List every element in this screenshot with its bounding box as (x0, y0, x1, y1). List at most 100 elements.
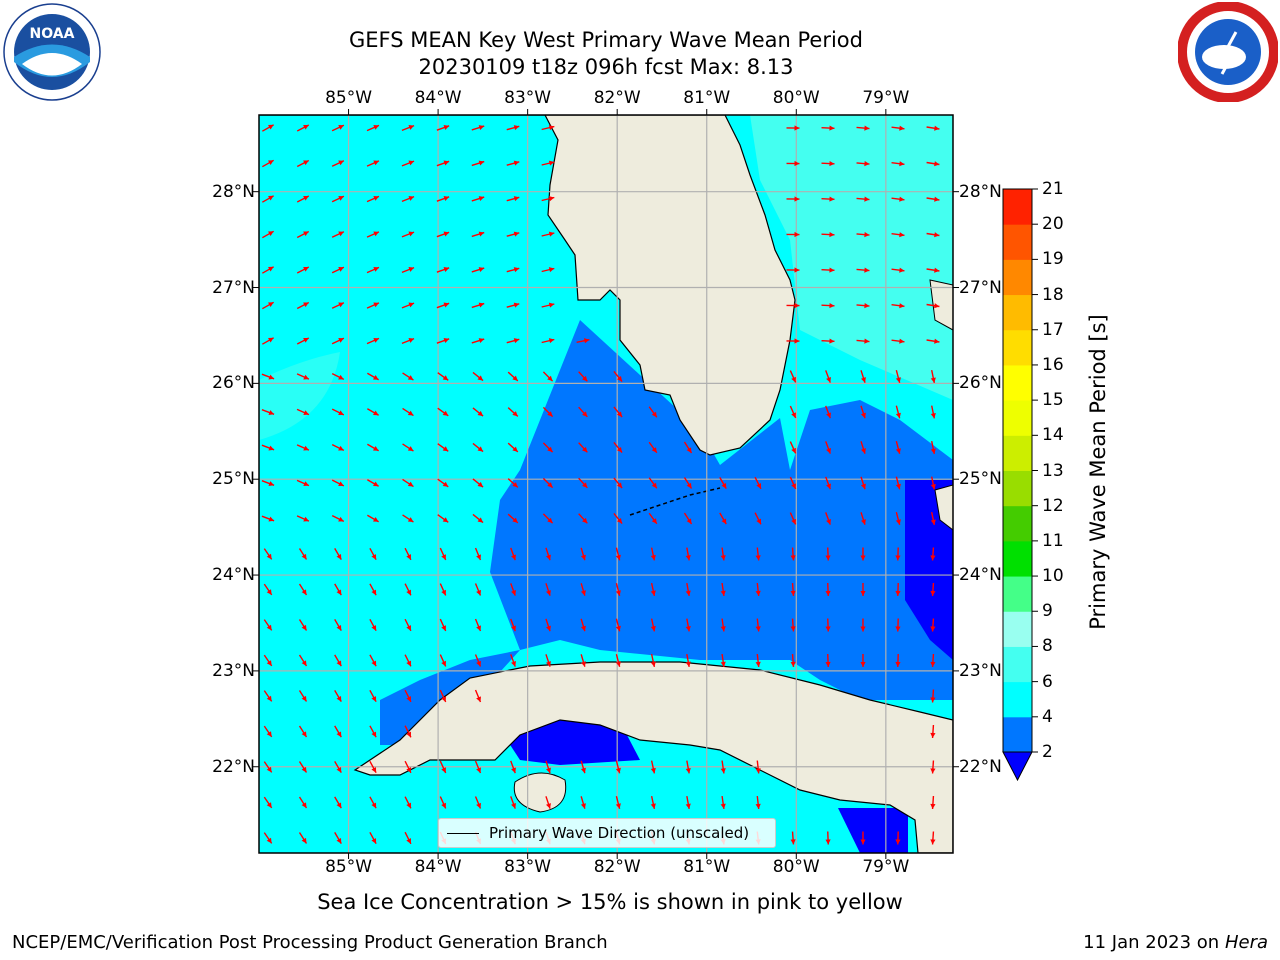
colorbar-tick-label: 21 (1042, 179, 1064, 199)
footer-credit: NCEP/EMC/Verification Post Processing Pr… (12, 932, 608, 953)
wave-arrow (786, 160, 800, 167)
wave-arrow (541, 125, 555, 131)
wave-arrow (789, 512, 797, 525)
wave-arrow (298, 548, 308, 560)
wave-arrow (926, 161, 940, 167)
wave-arrow (578, 406, 588, 418)
graticule (259, 115, 953, 853)
wave-arrow (648, 477, 658, 489)
florida-keys (629, 487, 721, 516)
wave-arrow (755, 653, 761, 668)
wave-arrow (930, 547, 936, 561)
wave-arrow (755, 547, 761, 561)
wave-arrow (471, 302, 485, 309)
wave-arrow (895, 653, 901, 668)
lat-label-left: 27°N (212, 277, 255, 298)
colorbar-segment (1003, 189, 1032, 225)
wave-arrow (545, 618, 551, 632)
wave-arrow (367, 514, 379, 523)
wave-arrow (331, 195, 345, 203)
wave-arrow (613, 406, 623, 418)
wave-arrow (404, 760, 412, 774)
wave-arrow (578, 513, 588, 524)
wave-arrow (825, 370, 831, 383)
wave-arrow (366, 302, 380, 309)
wave-arrow (506, 125, 520, 131)
wave-arrow (404, 689, 412, 703)
wave-arrow (755, 760, 761, 774)
wave-arrow (263, 548, 273, 560)
wave-arrow (506, 196, 520, 202)
wave-arrow (821, 231, 835, 238)
lat-label-right: 23°N (959, 660, 1002, 681)
wave-arrow (821, 125, 835, 131)
wave-arrow (825, 547, 831, 561)
wave-arrow (331, 514, 345, 523)
wave-arrow (472, 407, 484, 417)
wave-arrow (471, 196, 485, 202)
wave-arrow (261, 515, 275, 522)
wave-arrow (369, 831, 377, 845)
colorbar-segment (1003, 716, 1032, 753)
wave-arrow (507, 407, 519, 417)
wave-arrow (439, 796, 447, 809)
wave-arrow (367, 372, 379, 381)
wave-arrow (719, 512, 727, 525)
wave-arrow (263, 619, 273, 631)
wave-arrow (860, 582, 866, 597)
wave-arrow (930, 689, 936, 703)
wave-arrow (821, 160, 835, 167)
wave-arrow (366, 266, 380, 274)
wave-arrow (755, 618, 761, 632)
wave-arrow (545, 547, 551, 561)
wave-arrow (648, 512, 658, 525)
wave-arrow (261, 301, 275, 310)
wave-arrow (615, 583, 621, 596)
wave-arrow (506, 267, 520, 273)
wave-arrow (331, 231, 345, 238)
wave-direction-arrows (261, 124, 940, 845)
colorbar-segment (1003, 681, 1032, 718)
colorbar (1002, 188, 1038, 782)
cuba-land (353, 661, 953, 853)
wave-arrow (298, 654, 308, 667)
wave-arrow (369, 725, 377, 738)
wave-arrow (263, 654, 273, 667)
wave-arrow (401, 266, 415, 274)
wave-arrow (331, 160, 345, 167)
wave-arrow (436, 231, 450, 238)
wave-arrow (821, 302, 835, 309)
wave-arrow (545, 654, 551, 667)
wave-arrow (720, 653, 726, 668)
wave-arrow (542, 513, 554, 524)
wave-arrow (790, 618, 796, 632)
lon-label-bottom: 80°W (772, 857, 820, 877)
wave-arrow (541, 160, 555, 166)
wave-arrow (821, 196, 835, 202)
wave-arrow (786, 338, 800, 344)
wave-arrow (891, 125, 905, 131)
wave-arrow (366, 195, 380, 203)
colorbar-segment (1003, 505, 1032, 542)
wave-arrow (296, 124, 310, 132)
wave-arrow (542, 371, 554, 382)
wave-arrow (439, 654, 447, 667)
wave-arrow (402, 372, 414, 381)
colorbar-tick-label: 14 (1042, 425, 1064, 446)
wave-arrow (404, 831, 412, 845)
chart-subtitle: 20230109 t18z 096h fcst Max: 8.13 (418, 55, 794, 79)
wave-arrow (402, 478, 414, 488)
wave-arrow (331, 479, 345, 487)
wave-arrow (786, 196, 800, 202)
wave-arrow (369, 796, 377, 809)
wave-arrow (825, 618, 831, 632)
wave-arrow (436, 125, 450, 131)
colorbar-segment (1003, 400, 1032, 436)
wave-arrow (755, 582, 761, 597)
wave-arrow (401, 337, 415, 345)
wave-arrow (296, 230, 310, 239)
lat-label-left: 26°N (212, 373, 255, 394)
svg-text:NOAA: NOAA (30, 26, 75, 42)
wave-arrow (789, 476, 797, 490)
